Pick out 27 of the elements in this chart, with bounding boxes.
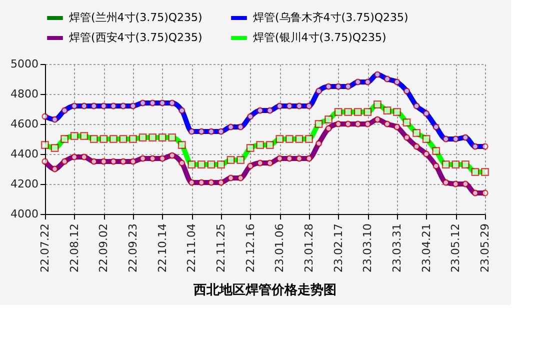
x-tick-label: 22.12.16 xyxy=(244,224,257,272)
y-tick-label: 4200 xyxy=(10,178,38,190)
y-tick-label: 4000 xyxy=(10,208,38,220)
x-tick-label: 22.11.25 xyxy=(214,224,228,272)
x-tick-label: 22.09.02 xyxy=(97,224,110,272)
x-tick-label: 23.04.21 xyxy=(420,224,433,272)
legend-label: 焊管(西安4寸(3.75)Q235) xyxy=(69,31,202,44)
y-tick-label: 5000 xyxy=(10,58,38,70)
x-tick-label: 23.03.10 xyxy=(361,224,374,272)
legend-label: 焊管(兰州4寸(3.75)Q235) xyxy=(69,11,202,24)
x-tick-label: 22.09.23 xyxy=(126,224,140,272)
x-tick-label: 23.01.28 xyxy=(302,224,316,272)
x-tick-label: 23.02.17 xyxy=(332,224,345,272)
x-tick-label: 23.03.31 xyxy=(390,224,404,272)
x-tick-label: 22.10.14 xyxy=(156,224,169,272)
x-tick-label: 22.07.22 xyxy=(38,224,52,272)
x-tick-label: 22.08.12 xyxy=(68,224,81,272)
x-tick-label: 23.01.06 xyxy=(273,224,286,272)
y-tick-label: 4400 xyxy=(10,148,38,160)
y-tick-label: 4600 xyxy=(10,118,38,130)
y-tick-label: 4800 xyxy=(10,88,38,100)
text: 西北地区焊管价格走势图 xyxy=(192,282,336,298)
x-tick-label: 22.11.04 xyxy=(185,224,198,272)
x-tick-label: 23.05.12 xyxy=(449,224,462,272)
legend-label: 焊管(乌鲁木齐4寸(3.75)Q235) xyxy=(253,11,408,24)
legend-label: 焊管(银川4寸(3.75)Q235) xyxy=(253,31,386,44)
x-tick-label: 23.05.29 xyxy=(478,224,492,272)
